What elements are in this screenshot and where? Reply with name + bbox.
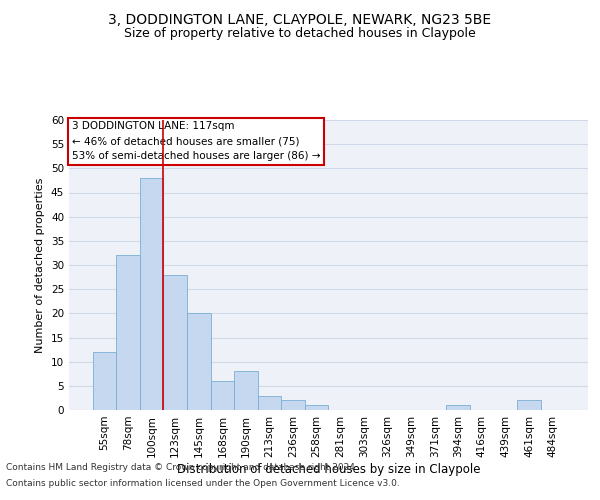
Bar <box>234 372 258 410</box>
Bar <box>116 256 140 410</box>
Bar <box>211 381 234 410</box>
Bar <box>258 396 281 410</box>
Text: Contains HM Land Registry data © Crown copyright and database right 2024.: Contains HM Land Registry data © Crown c… <box>6 464 358 472</box>
Bar <box>187 314 211 410</box>
Text: 3, DODDINGTON LANE, CLAYPOLE, NEWARK, NG23 5BE: 3, DODDINGTON LANE, CLAYPOLE, NEWARK, NG… <box>109 12 491 26</box>
Text: Contains public sector information licensed under the Open Government Licence v3: Contains public sector information licen… <box>6 478 400 488</box>
Text: 3 DODDINGTON LANE: 117sqm
← 46% of detached houses are smaller (75)
53% of semi-: 3 DODDINGTON LANE: 117sqm ← 46% of detac… <box>71 122 320 161</box>
Bar <box>92 352 116 410</box>
Bar <box>163 274 187 410</box>
Bar <box>305 405 329 410</box>
Text: Size of property relative to detached houses in Claypole: Size of property relative to detached ho… <box>124 28 476 40</box>
Bar <box>140 178 163 410</box>
Bar <box>281 400 305 410</box>
Bar <box>517 400 541 410</box>
X-axis label: Distribution of detached houses by size in Claypole: Distribution of detached houses by size … <box>177 462 480 475</box>
Bar <box>446 405 470 410</box>
Y-axis label: Number of detached properties: Number of detached properties <box>35 178 46 352</box>
